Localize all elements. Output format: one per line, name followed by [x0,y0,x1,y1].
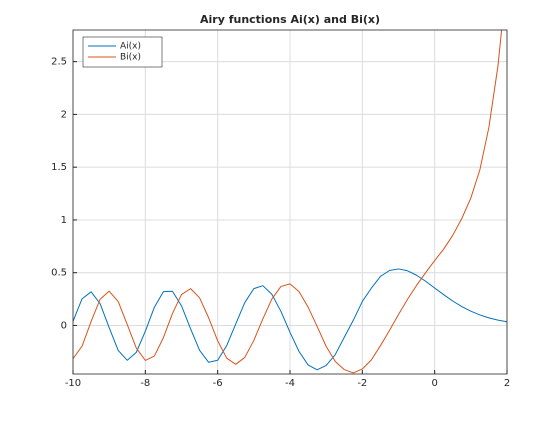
y-tick-label: 1 [61,215,67,226]
legend-label: Ai(x) [120,42,141,52]
x-tick-label: -2 [357,378,367,389]
legend-label: Bi(x) [120,53,141,63]
ticks: -10 -8 -6 -4 -2 0 2 0 0.5 1 1.5 2 2.5 [51,57,510,389]
series-line [73,30,503,374]
y-tick-label: 0 [61,320,67,331]
x-tick-label: 0 [431,378,437,389]
y-tick-label: 2 [61,109,67,120]
series-line [73,268,507,371]
x-tick-label: -10 [65,378,81,389]
x-tick-label: -6 [213,378,223,389]
legend: Ai(x)Bi(x) [82,36,163,68]
x-tick-label: 2 [504,378,510,389]
x-tick-label: -4 [285,378,295,389]
legend-box [82,36,163,68]
y-tick-label: 1.5 [51,162,67,173]
x-tick-label: -8 [140,378,150,389]
lines [73,30,507,374]
y-tick-label: 0.5 [51,268,67,279]
y-tick-label: 2.5 [51,57,67,68]
chart-title: Airy functions Ai(x) and Bi(x) [200,13,380,26]
